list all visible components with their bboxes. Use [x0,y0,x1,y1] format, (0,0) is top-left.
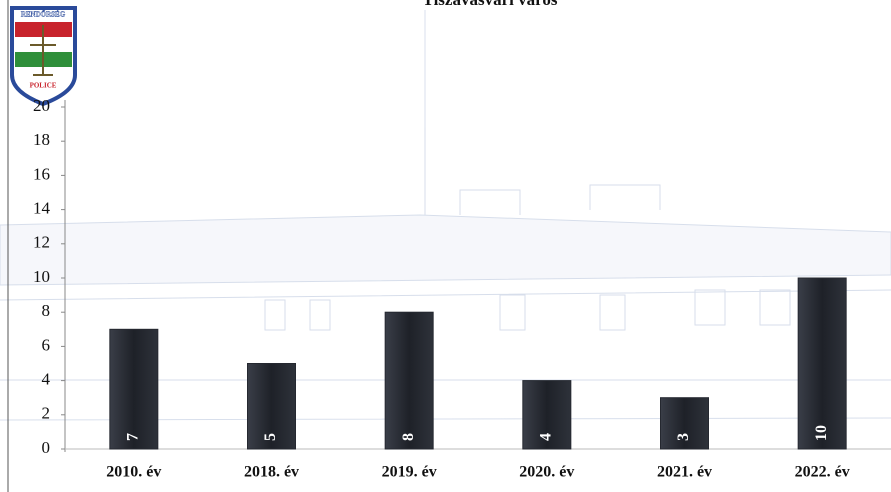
y-tick-label: 2 [42,404,51,423]
bar [384,311,434,450]
bar [797,277,847,450]
y-tick-label: 4 [42,370,51,389]
bar [522,380,572,450]
logo-top-text: RENDŐRSÉG [21,11,66,19]
x-tick-label: 2022. év [795,464,850,481]
x-tick-label: 2018. év [244,464,299,481]
y-tick-label: 20 [33,96,50,115]
x-tick-label: 2020. év [519,464,574,481]
value-label: 3 [675,433,692,441]
y-tick-label: 16 [33,164,50,183]
y-tick-label: 18 [33,130,50,149]
x-tick-label: 2010. év [106,464,161,481]
value-label: 10 [813,425,830,441]
bar [109,328,159,450]
bar [247,363,296,450]
value-label: 4 [538,433,555,441]
y-tick-label: 10 [33,267,50,286]
value-label: 8 [400,433,417,441]
background [0,10,891,421]
y-tick-label: 8 [42,301,51,320]
y-tick-label: 0 [42,438,51,457]
x-tick-label: 2021. év [657,464,712,481]
chart-title: Tiszavasvári város [423,0,558,9]
bar [660,397,709,450]
value-label: 7 [125,433,142,441]
y-tick-label: 14 [33,199,51,218]
value-label: 5 [262,433,279,441]
y-tick-label: 6 [42,335,51,354]
logo: RENDŐRSÉG POLICE [10,6,77,107]
logo-bottom-text: POLICE [30,82,57,90]
x-tick-label: 2019. év [382,464,437,481]
y-tick-label: 12 [33,233,50,252]
